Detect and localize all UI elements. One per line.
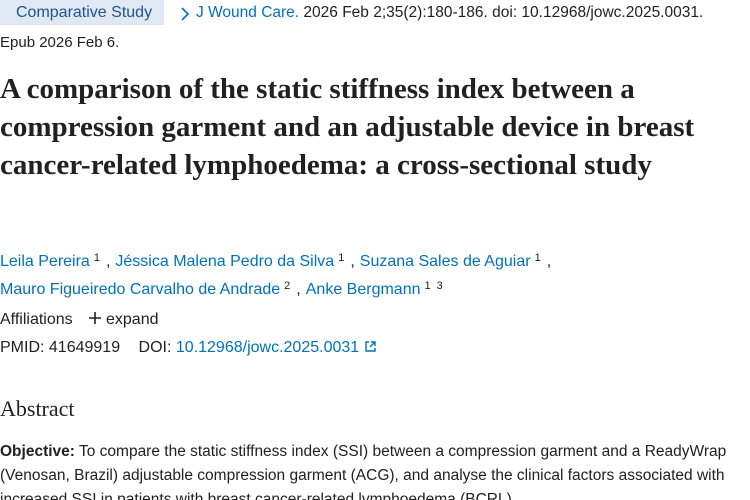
identifiers: PMID: 41649919 DOI: 10.12968/jowc.2025.0…: [0, 339, 377, 357]
doi-link[interactable]: 10.12968/jowc.2025.0031: [176, 339, 377, 356]
affiliation-number[interactable]: 1: [93, 252, 100, 264]
publication-type[interactable]: Comparative Study: [0, 0, 165, 25]
affiliation-number[interactable]: 2: [284, 280, 291, 292]
author: Suzana Sales de Aguiar 1: [359, 252, 556, 270]
affiliation-numbers: 1: [94, 252, 106, 264]
affiliations-label: Affiliations: [0, 311, 73, 328]
author-list: Leila Pereira1Jéssica Malena Pedro da Si…: [0, 246, 740, 302]
abstract-heading: Abstract: [0, 396, 75, 421]
author: Jéssica Malena Pedro da Silva 1: [115, 252, 359, 270]
doi: 10.12968/jowc.2025.0031: [175, 339, 360, 356]
pmid: 41649919: [48, 339, 121, 356]
plus-icon: [89, 312, 101, 324]
abstract-paragraph: Objective: To compare the static stiffne…: [0, 440, 740, 500]
author: Anke Bergmann 1 3: [305, 280, 449, 298]
author: Mauro Figueiredo Carvalho de Andrade 2: [0, 280, 306, 298]
article-title: A comparison of the static stiffness ind…: [0, 73, 695, 181]
citation: J Wound Care. 2026 Feb 2;35(2):180-186. …: [196, 4, 703, 22]
journal-link[interactable]: J Wound Care.: [196, 4, 300, 21]
author-name[interactable]: Suzana Sales de Aguiar: [359, 253, 531, 270]
author-name[interactable]: Leila Pereira: [0, 253, 90, 270]
affiliation-number[interactable]: 1: [338, 252, 345, 264]
section-label: Objective:: [0, 443, 75, 460]
affiliation-numbers: 2: [284, 280, 296, 292]
external-link-icon: [364, 341, 376, 352]
doi-label: DOI:: [138, 339, 172, 356]
pmid-label: PMID:: [0, 339, 45, 356]
epub-date: Epub 2026 Feb 6.: [0, 34, 120, 51]
author-name[interactable]: Mauro Figueiredo Carvalho de Andrade: [0, 281, 281, 298]
expand-button[interactable]: expand: [88, 311, 159, 329]
affiliation-number[interactable]: 1: [424, 280, 431, 292]
expand-label: expand: [106, 311, 159, 328]
author-name[interactable]: Jéssica Malena Pedro da Silva: [115, 253, 335, 270]
citation-details: 2026 Feb 2;35(2):180-186. doi: 10.12968/…: [303, 4, 704, 21]
author-name[interactable]: Anke Bergmann: [305, 281, 421, 298]
chevron-icon: [181, 7, 190, 21]
author: Leila Pereira 1: [0, 252, 115, 270]
affiliation-number[interactable]: 3: [436, 280, 443, 292]
affiliation-numbers: 1: [338, 252, 350, 264]
affiliation-number[interactable]: 1: [534, 252, 541, 264]
section-text: To compare the static stiffness index (S…: [0, 443, 727, 500]
affiliation-numbers: 1: [535, 252, 547, 264]
